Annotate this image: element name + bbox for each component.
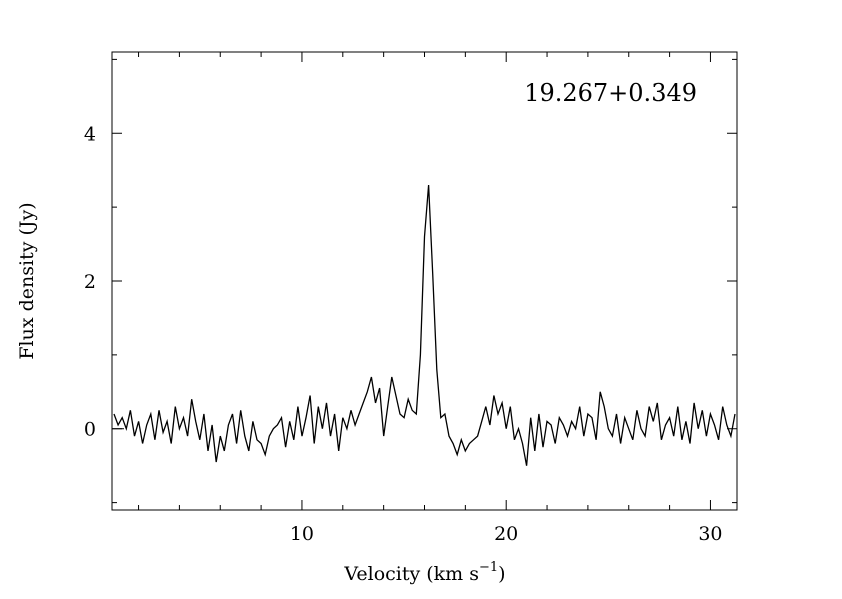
x-tick-label: 30 xyxy=(698,523,722,545)
y-tick-label: 0 xyxy=(84,419,96,441)
plot-frame xyxy=(111,51,738,511)
x-axis-label-sup: −1 xyxy=(479,560,498,575)
x-tick-label: 20 xyxy=(494,523,518,545)
series-line xyxy=(113,184,736,466)
y-tick-label: 2 xyxy=(84,271,96,293)
tick-labels: 10 20 30 0 2 4 xyxy=(84,123,723,545)
x-tick-label: 10 xyxy=(290,523,314,545)
source-annotation: 19.267+0.349 xyxy=(524,79,697,107)
x-axis-label-end: ) xyxy=(498,563,505,585)
y-tick-label: 4 xyxy=(84,123,96,145)
y-axis-label: Flux density (Jy) xyxy=(16,202,38,359)
x-axis-label-main: Velocity (km s xyxy=(343,563,479,585)
x-axis-label: Velocity (km s−1) xyxy=(343,560,505,585)
axis-ticks xyxy=(112,52,737,510)
